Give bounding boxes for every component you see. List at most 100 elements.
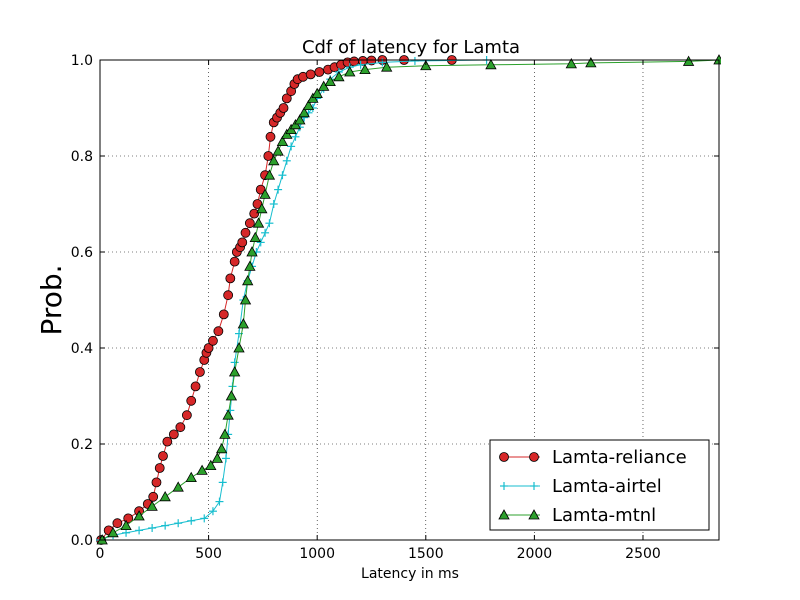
- data-point: [148, 524, 157, 532]
- data-point: [222, 409, 234, 420]
- data-point: [239, 294, 252, 305]
- legend-item: Lamta-reliance: [499, 447, 687, 468]
- data-point: [381, 61, 393, 72]
- data-point: [565, 58, 577, 69]
- legend-marker: [529, 452, 539, 462]
- data-point: [276, 135, 289, 147]
- data-point: [485, 58, 497, 70]
- data-point: [195, 367, 205, 377]
- legend-label: Lamta-airtel: [552, 476, 662, 497]
- data-point: [237, 237, 248, 248]
- data-point: [203, 343, 214, 353]
- data-point: [159, 490, 171, 502]
- data-point: [146, 500, 158, 511]
- data-point: [219, 428, 231, 439]
- data-point: [278, 171, 287, 180]
- data-point: [208, 335, 218, 346]
- x-tick-label: 500: [195, 546, 222, 562]
- data-point: [154, 463, 165, 473]
- data-point: [205, 459, 217, 471]
- legend-marker: [500, 482, 508, 490]
- data-point: [213, 326, 224, 337]
- legend-marker: [499, 452, 509, 462]
- series-layer: [96, 54, 721, 545]
- data-point: [287, 142, 296, 151]
- data-point: [356, 60, 365, 69]
- data-point: [585, 57, 597, 68]
- data-point: [229, 256, 240, 267]
- data-point: [265, 131, 276, 142]
- data-point: [218, 309, 229, 320]
- data-point: [122, 528, 131, 537]
- data-point: [107, 526, 119, 538]
- data-point: [305, 69, 316, 80]
- data-point: [233, 342, 245, 353]
- data-point: [249, 231, 261, 243]
- legend-marker: [498, 509, 510, 520]
- y-tick-label: 0.8: [71, 149, 93, 165]
- x-tick-label: 0: [96, 546, 105, 562]
- data-point: [278, 103, 289, 113]
- data-point: [269, 200, 278, 208]
- data-point: [208, 507, 217, 516]
- legend-marker: [528, 509, 540, 520]
- data-point: [282, 156, 291, 165]
- data-point: [158, 451, 168, 461]
- data-point: [135, 526, 144, 535]
- data-point: [187, 516, 196, 525]
- data-point: [256, 202, 268, 214]
- data-point: [265, 219, 274, 228]
- data-point: [175, 422, 186, 433]
- y-tick-label: 0.6: [71, 245, 93, 261]
- y-tick-label: 0.2: [71, 437, 93, 453]
- data-point: [244, 218, 255, 229]
- data-point: [324, 75, 336, 86]
- data-point: [240, 227, 251, 238]
- data-point: [244, 260, 256, 271]
- data-point: [281, 93, 292, 104]
- data-point: [359, 63, 371, 74]
- y-tick-label: 1.0: [71, 53, 93, 69]
- data-point: [682, 55, 695, 66]
- data-point: [172, 481, 184, 492]
- data-point: [420, 59, 432, 71]
- data-point: [161, 521, 170, 530]
- y-tick-label: 0.4: [71, 341, 93, 357]
- legend-marker: [530, 482, 538, 490]
- data-point: [252, 217, 265, 228]
- data-point: [261, 228, 270, 237]
- data-point: [211, 452, 223, 463]
- data-point: [196, 464, 208, 475]
- data-point: [200, 514, 209, 523]
- data-point: [181, 410, 192, 421]
- y-tick-label: 0.0: [71, 533, 93, 549]
- y-axis-label: Prob.: [35, 264, 68, 335]
- x-tick-label: 1000: [299, 546, 335, 562]
- data-point: [230, 358, 239, 367]
- data-point: [263, 169, 276, 180]
- data-point: [259, 188, 271, 199]
- x-tick-label: 2000: [517, 546, 553, 562]
- data-point: [294, 114, 306, 125]
- plot-area-frame: [99, 59, 720, 541]
- data-point: [410, 56, 419, 65]
- data-point: [215, 497, 224, 506]
- series-lamta-mtnl: [96, 54, 721, 545]
- x-tick-label: 1500: [408, 546, 444, 562]
- data-point: [133, 510, 145, 521]
- data-point: [186, 395, 197, 406]
- data-point: [302, 99, 315, 110]
- legend-item: Lamta-mtnl: [498, 505, 656, 526]
- data-point: [249, 208, 260, 219]
- series-line: [100, 59, 452, 541]
- series-lamta-reliance: [96, 55, 457, 545]
- axis-ticks: 0 500 1000 1500 2000 2500 0.0 0.2 0.4 0.6 0.8 1.0: [71, 53, 719, 562]
- data-point: [174, 519, 183, 528]
- legend: Lamta-reliance Lamta-airtel Lamta-mtnl: [489, 439, 710, 531]
- data-point: [274, 185, 283, 194]
- legend-label: Lamta-mtnl: [552, 505, 656, 526]
- data-point: [333, 70, 345, 82]
- x-axis-label: Latency in ms: [361, 566, 459, 582]
- data-point: [148, 491, 159, 502]
